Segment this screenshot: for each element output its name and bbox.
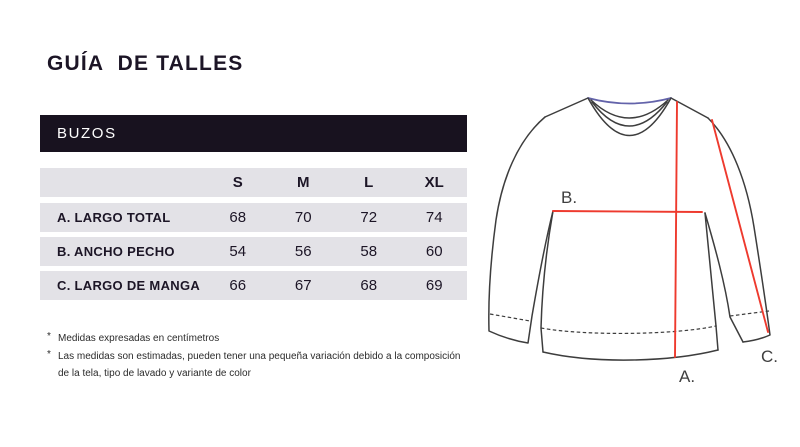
collar-back-blue-line (587, 97, 672, 105)
page-title: GUÍA DE TALLES (47, 52, 244, 75)
column-header-m: M (297, 174, 310, 191)
hem-bottom-edge (542, 349, 719, 361)
cell-value: 67 (294, 277, 312, 294)
measure-line-c-largo-manga (711, 119, 769, 333)
table-row-largo-total: A. LARGO TOTAL 68 70 72 74 (40, 203, 467, 232)
cell-value: 68 (360, 277, 378, 294)
body-side-right (704, 212, 717, 327)
table-header-row: S M L XL (40, 168, 467, 197)
cuff-stitch-left (489, 313, 531, 322)
measure-label-b: B. (561, 188, 577, 207)
cell-value: 54 (229, 243, 247, 260)
column-header-s: S (232, 174, 243, 191)
footnote-disclaimer: * Las medidas son estimadas, pueden tene… (47, 348, 472, 383)
footnote-text: Las medidas son estimadas, pueden tener … (58, 350, 461, 380)
cell-value: 72 (360, 209, 378, 226)
cell-value: 70 (294, 209, 312, 226)
cell-value: 60 (425, 243, 443, 260)
cell-value: 58 (360, 243, 378, 260)
section-title: BUZOS (57, 125, 117, 142)
cell-value: 69 (425, 277, 443, 294)
shoulder-seam-left (544, 97, 589, 118)
collar-rib-inner-1 (590, 99, 669, 119)
row-label: C. LARGO DE MANGA (57, 278, 201, 293)
measure-line-b-ancho-pecho (552, 210, 703, 213)
cell-value: 56 (294, 243, 312, 260)
sweater-svg: B. A. C. (488, 97, 778, 386)
footnote-marker: * (47, 348, 51, 360)
cell-value: 66 (229, 277, 247, 294)
measure-line-a-largo-total (674, 101, 678, 358)
size-table: BUZOS S M L XL A. LARGO TOTAL 68 70 72 7… (40, 115, 467, 305)
sweater-diagram: B. A. C. (465, 85, 800, 395)
body-side-left (540, 210, 554, 353)
column-header-l: L (364, 174, 374, 191)
section-header-buzos: BUZOS (40, 115, 467, 152)
footnote-marker: * (47, 331, 51, 342)
table-row-ancho-pecho: B. ANCHO PECHO 54 56 58 60 (40, 237, 467, 266)
footnote-text: Medidas expresadas en centímetros (58, 333, 220, 344)
cell-value: 74 (425, 209, 443, 226)
row-label: A. LARGO TOTAL (57, 210, 171, 225)
row-label: B. ANCHO PECHO (57, 244, 175, 259)
sleeve-right-inner-edge (704, 212, 744, 343)
footnote-units: * Medidas expresadas en centímetros (47, 330, 472, 348)
measure-label-c: C. (761, 347, 778, 366)
hem-side-right (715, 325, 719, 351)
sleeve-right (707, 117, 771, 343)
sleeve-left (488, 116, 554, 344)
footnotes: * Medidas expresadas en centímetros * La… (47, 330, 472, 383)
column-header-xl: XL (424, 174, 444, 191)
hem-stitch-line (540, 325, 717, 335)
cell-value: 68 (229, 209, 247, 226)
collar-outer-edge (587, 97, 672, 137)
measure-label-a: A. (679, 367, 695, 386)
table-row-largo-manga: C. LARGO DE MANGA 66 67 68 69 (40, 271, 467, 300)
collar-rib-inner-2 (591, 101, 668, 127)
